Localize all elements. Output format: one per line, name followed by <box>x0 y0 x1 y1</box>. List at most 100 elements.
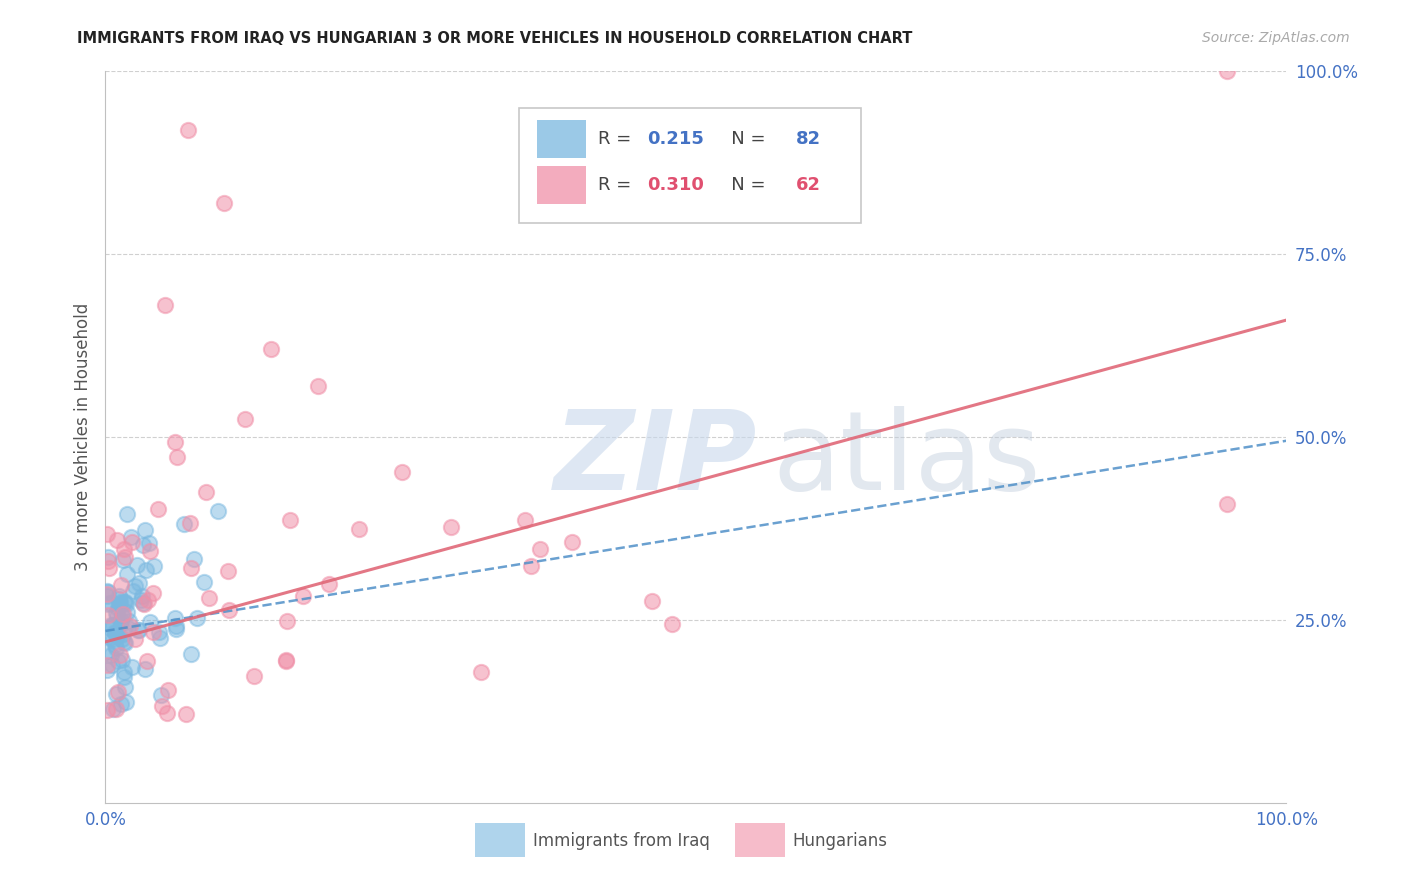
FancyBboxPatch shape <box>537 120 586 159</box>
Point <box>138 536 160 550</box>
Point <box>96 658 118 673</box>
Point <box>112 553 135 567</box>
Point <box>110 698 132 712</box>
Point <box>114 680 136 694</box>
Point <box>115 695 138 709</box>
Point <box>96 589 118 603</box>
Point <box>105 688 128 702</box>
Point <box>439 520 461 534</box>
Point <box>233 411 256 425</box>
Point <box>274 655 297 669</box>
Point <box>100 617 122 632</box>
Point <box>135 563 157 577</box>
Point <box>186 611 208 625</box>
Point <box>100 648 122 663</box>
Point <box>141 585 163 599</box>
Point <box>180 647 202 661</box>
Point <box>243 669 266 683</box>
Point <box>136 592 159 607</box>
Point <box>661 617 683 632</box>
Point <box>142 624 165 639</box>
Point <box>114 595 136 609</box>
Point <box>165 611 187 625</box>
Text: Immigrants from Iraq: Immigrants from Iraq <box>533 832 710 850</box>
Point <box>112 607 135 621</box>
Point <box>134 662 156 676</box>
Point <box>183 552 205 566</box>
Point <box>197 591 219 606</box>
Point <box>124 632 146 646</box>
Point <box>117 566 139 581</box>
Point <box>107 685 129 699</box>
Point <box>108 589 131 603</box>
FancyBboxPatch shape <box>475 823 524 857</box>
Point <box>1216 64 1239 78</box>
Point <box>153 298 176 312</box>
Text: Hungarians: Hungarians <box>793 832 887 850</box>
Point <box>105 607 128 621</box>
Point <box>218 603 240 617</box>
Text: 0.215: 0.215 <box>648 130 704 148</box>
Point <box>150 698 173 713</box>
Point <box>148 501 170 516</box>
FancyBboxPatch shape <box>519 108 862 224</box>
Point <box>103 702 125 716</box>
Point <box>117 606 139 620</box>
Point <box>114 549 136 564</box>
Point <box>132 597 155 611</box>
Point <box>101 618 124 632</box>
Point <box>105 533 128 547</box>
Point <box>260 343 283 357</box>
Point <box>112 626 135 640</box>
Point <box>166 450 188 464</box>
Point <box>104 638 127 652</box>
Point <box>641 594 664 608</box>
Point <box>97 554 120 568</box>
Point <box>112 595 135 609</box>
Point <box>217 564 239 578</box>
Point <box>519 559 541 574</box>
Point <box>114 636 136 650</box>
Point <box>115 597 138 611</box>
Point <box>165 618 187 632</box>
Point <box>97 549 120 564</box>
Point <box>150 688 173 702</box>
Point <box>101 632 124 646</box>
Point <box>104 625 127 640</box>
Point <box>121 534 143 549</box>
Point <box>131 589 153 603</box>
Point <box>117 621 139 635</box>
Point <box>108 592 131 607</box>
Point <box>97 597 120 611</box>
Point <box>127 623 149 637</box>
Point <box>207 504 229 518</box>
Point <box>96 583 118 598</box>
Text: atlas: atlas <box>773 406 1042 513</box>
Point <box>179 516 201 530</box>
Point <box>112 634 135 648</box>
Text: 0.310: 0.310 <box>648 176 704 194</box>
Text: R =: R = <box>598 130 637 148</box>
Point <box>195 485 218 500</box>
Point <box>120 618 142 632</box>
Point <box>107 654 129 668</box>
Point <box>124 579 146 593</box>
Point <box>121 659 143 673</box>
Text: N =: N = <box>714 176 770 194</box>
Point <box>561 534 583 549</box>
FancyBboxPatch shape <box>537 166 586 203</box>
Point <box>112 670 135 684</box>
Point <box>1216 497 1239 511</box>
Point <box>292 589 315 603</box>
Text: Source: ZipAtlas.com: Source: ZipAtlas.com <box>1202 31 1350 45</box>
Point <box>529 542 551 557</box>
Point <box>274 653 297 667</box>
Point <box>212 196 235 211</box>
Point <box>138 543 160 558</box>
Point <box>105 629 128 643</box>
Point <box>111 608 134 623</box>
Point <box>128 624 150 638</box>
Point <box>98 632 121 646</box>
Point <box>128 576 150 591</box>
Point <box>125 558 148 573</box>
